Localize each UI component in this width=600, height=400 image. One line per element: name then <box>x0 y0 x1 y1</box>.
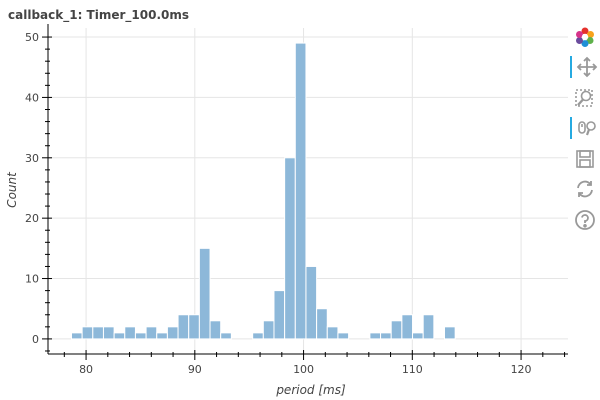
histogram-bar <box>134 332 147 340</box>
histogram-bar <box>316 308 328 340</box>
histogram-bar <box>444 326 456 340</box>
histogram-bar <box>390 320 403 340</box>
histogram-bar <box>401 314 414 340</box>
histogram-bar <box>305 265 318 340</box>
histogram-bar <box>422 314 435 340</box>
histogram-bar <box>102 326 115 340</box>
reset-icon[interactable] <box>574 178 596 200</box>
histogram-bar <box>380 332 392 340</box>
x-tick-label: 100 <box>293 363 314 376</box>
histogram-bar <box>188 314 200 340</box>
histogram-bar <box>209 320 222 340</box>
toolbar <box>570 26 600 246</box>
y-tick-label: 20 <box>25 212 39 225</box>
x-tick-label: 110 <box>402 363 423 376</box>
axes: 80 90 100 110 120 0 10 20 30 40 50 <box>25 24 568 376</box>
histogram-bar <box>369 332 382 340</box>
y-tick-label: 10 <box>25 273 39 286</box>
histogram-bar <box>337 332 350 340</box>
y-tick-label: 30 <box>25 152 39 165</box>
pan-icon[interactable] <box>570 56 598 78</box>
help-icon[interactable] <box>574 209 596 231</box>
histogram-bar <box>326 326 339 340</box>
histogram-bar <box>70 332 83 340</box>
histogram-bar <box>220 332 232 340</box>
x-tick-label: 80 <box>79 363 93 376</box>
x-axis-label: period [ms] <box>275 383 346 397</box>
save-icon[interactable] <box>574 148 596 170</box>
histogram-plot[interactable]: 80 90 100 110 120 0 10 20 30 40 50 period [ms] Cou… <box>0 0 568 400</box>
histogram-bar <box>113 332 126 340</box>
histogram-bar <box>284 157 296 340</box>
histogram-bar <box>273 290 286 340</box>
histogram-bar <box>92 326 104 340</box>
wheel-zoom-icon[interactable] <box>570 117 598 139</box>
histogram-bar <box>262 320 275 340</box>
histogram-bars <box>70 42 456 340</box>
histogram-bar <box>124 326 136 340</box>
chart-title: callback_1: Timer_100.0ms <box>8 8 190 22</box>
histogram-bar <box>166 326 179 340</box>
histogram-bar <box>252 332 264 340</box>
histogram-bar <box>177 314 190 340</box>
y-tick-label: 50 <box>25 31 39 44</box>
bokeh-logo-icon[interactable] <box>574 26 596 48</box>
histogram-bar <box>198 247 211 340</box>
y-tick-label: 0 <box>32 333 39 346</box>
y-tick-label: 40 <box>25 91 39 104</box>
histogram-bar <box>156 332 168 340</box>
histogram-bar <box>412 332 424 340</box>
box-zoom-icon[interactable] <box>574 87 596 109</box>
x-tick-label: 120 <box>511 363 532 376</box>
histogram-bar <box>145 326 158 340</box>
histogram-bar <box>81 326 94 340</box>
x-tick-label: 90 <box>188 363 202 376</box>
histogram-bar <box>294 42 307 340</box>
y-axis-label: Count <box>5 171 19 208</box>
